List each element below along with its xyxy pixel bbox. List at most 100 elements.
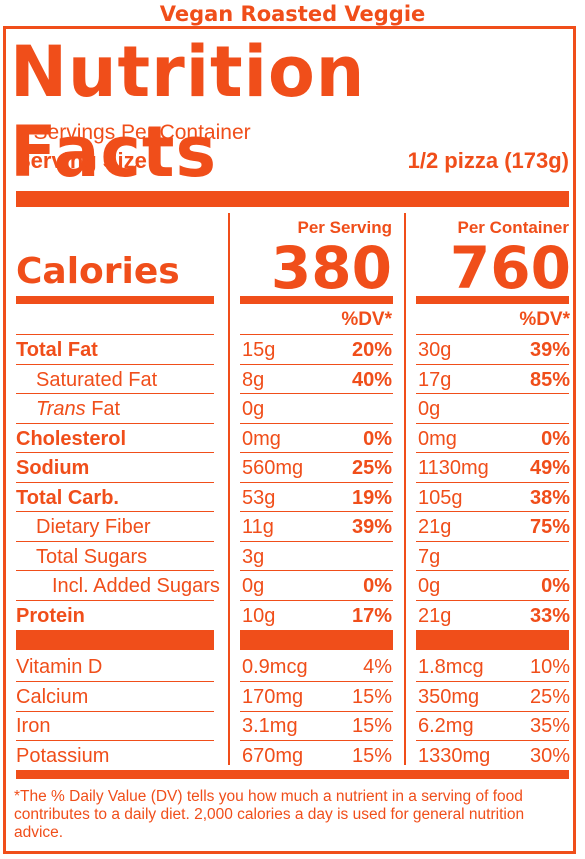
servings-per-container: 2 Servings Per Container <box>16 121 251 144</box>
serving-amount: 560mg <box>242 457 304 479</box>
serving-amount: 15g <box>242 339 276 361</box>
serving-amount: 53g <box>242 486 276 509</box>
nutrient-name: Saturated Fat <box>36 368 158 391</box>
nutrient-name: Trans Fat <box>36 398 121 420</box>
nutrient-name: Incl. Added Sugars <box>52 575 220 597</box>
medium-divider-calories <box>240 296 393 304</box>
row-divider <box>240 363 393 365</box>
row-divider <box>240 452 393 453</box>
row-divider <box>416 681 569 682</box>
row-divider <box>240 393 393 394</box>
serving-amount: 8g <box>242 368 265 391</box>
vitamin-row: Calcium 170mg 15% 350mg 25% <box>0 682 585 711</box>
serving-dv: 40% <box>351 368 392 391</box>
row-divider <box>240 710 393 712</box>
container-dv: 33% <box>529 604 570 627</box>
row-divider <box>16 481 214 483</box>
nutrient-name: Total Sugars <box>36 545 148 568</box>
container-dv: 25% <box>529 685 570 708</box>
per-container-header: Per Container <box>457 218 569 237</box>
nutrient-name: Total Fat <box>16 339 98 361</box>
serving-dv: 15% <box>351 715 392 737</box>
container-amount: 21g <box>418 516 452 538</box>
label-title: Nutrition Facts <box>10 31 366 193</box>
serving-dv: 0% <box>363 427 392 450</box>
serving-dv: 25% <box>351 457 392 479</box>
row-divider <box>240 481 393 483</box>
container-dv: 35% <box>529 715 570 737</box>
nutrient-row: Total Fat 15g 20% 30g 39% <box>0 335 585 364</box>
row-divider <box>416 511 569 512</box>
serving-amount: 170mg <box>242 685 304 708</box>
serving-size-value: 1/2 pizza (173g) <box>407 148 569 173</box>
vitamin-row: Iron 3.1mg 15% 6.2mg 35% <box>0 711 585 740</box>
serving-amount: 0g <box>242 575 265 597</box>
vitamin-name: Iron <box>16 715 51 737</box>
nutrient-name: Protein <box>16 604 85 627</box>
thick-divider-vitamins <box>240 630 393 650</box>
serving-dv: 0% <box>363 575 392 597</box>
row-divider <box>240 511 393 512</box>
dv-header-serving: %DV* <box>341 309 392 330</box>
container-dv: 39% <box>529 339 570 361</box>
footnote: *The % Daily Value (DV) tells you how mu… <box>14 788 525 841</box>
container-amount: 30g <box>418 339 452 361</box>
row-divider <box>16 363 214 365</box>
serving-amount: 0.9mcg <box>242 656 308 678</box>
row-divider <box>240 599 393 601</box>
serving-amount: 11g <box>242 516 274 538</box>
serving-dv: 17% <box>351 604 392 627</box>
per-serving-header: Per Serving <box>297 218 393 237</box>
nutrient-row: Total Carb. 53g 19% 105g 38% <box>0 483 585 512</box>
row-divider <box>416 740 569 741</box>
serving-amount: 670mg <box>242 744 304 767</box>
nutrient-row: Total Sugars 3g 7g <box>0 542 585 571</box>
container-amount: 0mg <box>418 427 457 450</box>
serving-dv: 15% <box>351 744 392 767</box>
row-divider <box>416 570 569 571</box>
row-divider <box>16 740 214 741</box>
nutrient-name: Total Carb. <box>16 486 119 509</box>
row-divider <box>16 511 214 512</box>
nutrient-row: Incl. Added Sugars 0g 0% 0g 0% <box>0 571 585 600</box>
row-divider <box>240 740 393 741</box>
serving-amount: 0mg <box>242 427 281 450</box>
row-divider <box>16 599 214 601</box>
medium-divider-calories <box>416 296 569 304</box>
thick-divider-footnote <box>16 770 569 779</box>
serving-dv: 20% <box>351 339 392 361</box>
container-amount: 105g <box>418 486 463 509</box>
container-amount: 1330mg <box>418 744 491 767</box>
container-dv: 75% <box>529 516 570 538</box>
calories-per-container: 760 <box>449 234 571 302</box>
calories-per-serving: 380 <box>270 234 392 302</box>
nutrient-row: Trans Fat 0g 0g <box>0 394 585 423</box>
serving-amount: 3.1mg <box>242 715 298 737</box>
container-dv: 0% <box>541 575 570 597</box>
container-amount: 350mg <box>418 685 480 708</box>
nutrient-row: Saturated Fat 8g 40% 17g 85% <box>0 365 585 394</box>
container-amount: 6.2mg <box>418 715 474 737</box>
container-dv: 10% <box>529 656 570 678</box>
row-divider <box>16 422 214 424</box>
container-dv: 0% <box>541 427 570 450</box>
row-divider <box>416 599 569 601</box>
row-divider <box>16 540 214 542</box>
nutrient-name-italic: Trans <box>36 398 86 420</box>
calories-label: Calories <box>16 251 180 292</box>
vitamin-name: Potassium <box>16 744 110 767</box>
row-divider <box>416 540 569 542</box>
container-dv: 49% <box>529 457 570 479</box>
row-divider <box>416 481 569 483</box>
container-dv: 38% <box>529 486 570 509</box>
row-divider <box>16 710 214 712</box>
row-divider <box>240 422 393 424</box>
nutrient-name: Cholesterol <box>16 427 127 450</box>
row-divider <box>416 710 569 712</box>
container-dv: 85% <box>529 368 570 391</box>
medium-divider-calories <box>16 296 214 304</box>
container-dv: 30% <box>529 744 570 767</box>
serving-amount: 0g <box>242 398 265 420</box>
row-divider <box>416 422 569 424</box>
row-divider <box>16 334 214 335</box>
